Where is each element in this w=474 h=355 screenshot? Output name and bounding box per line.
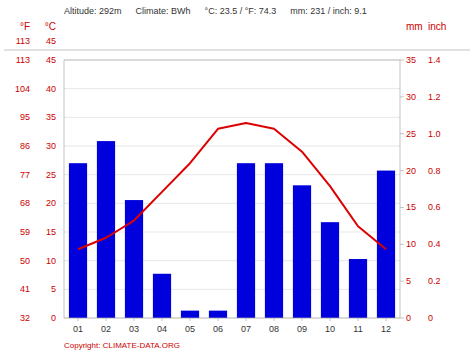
x-tick-label: 11 [353,324,362,334]
x-tick [358,318,359,321]
bar [209,311,227,318]
y2-tick-label: 15 [406,202,416,212]
y2-tick-label-alt: 0.6 [428,202,441,212]
x-tick [78,318,79,321]
y-tick-label: 5 [51,284,56,294]
y2-tick-label-alt: 1.4 [428,55,441,65]
x-tick-label: 07 [241,324,251,334]
y2-tick-label-alt: 0.4 [428,239,441,249]
x-tick-label: 12 [381,324,391,334]
x-tick-label: 01 [73,324,83,334]
header-info: Altitude: 292m [64,6,122,16]
y2-tick-label-alt: 0.2 [428,276,441,286]
axis-unit: °F [20,21,30,32]
y2-tick-label: 25 [406,129,416,139]
y2-tick-label-alt: 1.0 [428,129,441,139]
y2-tick-label: 0 [406,313,411,323]
bar [181,311,199,318]
y2-tick-label: 20 [406,166,416,176]
y-tick-label-alt: 32 [20,313,30,323]
axis-unit: mm [406,21,423,32]
bar [237,163,255,318]
header-value: 45 [46,36,56,46]
bar [321,222,339,318]
y-tick-label: 0 [51,313,56,323]
y-tick-label-alt: 113 [16,55,30,65]
bar [265,163,283,318]
header-value: 113 [16,36,30,46]
y2-tick-label: 10 [406,239,416,249]
y-tick-label-alt: 104 [15,84,30,94]
y2-tick [400,170,404,171]
x-tick [302,318,303,321]
x-tick-label: 10 [325,324,335,334]
bar [69,163,87,318]
source: Copyright: CLIMATE-DATA.ORG [64,341,180,350]
x-tick [246,318,247,321]
grid-line [64,117,400,118]
y2-tick-label: 35 [406,55,416,65]
y-tick-label-alt: 86 [20,141,30,151]
x-tick [218,318,219,321]
y2-tick [400,207,404,208]
y2-tick [400,318,404,319]
y2-tick-label: 30 [406,92,416,102]
y-tick-label-alt: 77 [20,170,30,180]
x-tick [106,318,107,321]
y-tick-label: 45 [46,55,56,65]
y-tick-label: 35 [46,112,56,122]
x-tick [190,318,191,321]
x-tick-label: 02 [101,324,111,334]
axis-unit: inch [428,21,446,32]
x-tick [330,318,331,321]
y-tick-label-alt: 41 [20,284,30,294]
y-tick-label-alt: 59 [20,227,30,237]
x-tick [134,318,135,321]
plot-marks [69,123,395,318]
header-info: mm: 231 / inch: 9.1 [290,6,367,16]
grid-line [64,88,400,89]
y2-tick [400,60,404,61]
y-tick-label: 20 [46,198,56,208]
y2-tick-label-alt: 1.2 [428,92,441,102]
x-tick [386,318,387,321]
y-tick-label-alt: 68 [20,198,30,208]
bar [349,259,367,318]
y-tick-label: 10 [46,256,56,266]
y-tick-label: 30 [46,141,56,151]
y2-tick-label: 5 [406,276,411,286]
x-tick-label: 08 [269,324,279,334]
y2-tick [400,244,404,245]
bar [153,274,171,318]
bar [97,141,115,318]
bar [293,185,311,318]
y-tick-label: 25 [46,170,56,180]
y2-tick-label-alt: 0 [428,313,433,323]
axis-unit: °C [45,21,56,32]
x-tick [274,318,275,321]
x-tick-label: 06 [213,324,223,334]
y2-tick [400,133,404,134]
y-tick-label-alt: 95 [20,112,30,122]
header-separator [4,50,470,51]
x-tick-label: 05 [185,324,195,334]
y2-tick [400,281,404,282]
line [78,123,386,249]
x-tick-label: 09 [297,324,307,334]
y-tick-label: 40 [46,84,56,94]
plot-frame [64,60,400,318]
y-tick-label-alt: 50 [20,256,30,266]
y2-tick-label-alt: 0.8 [428,166,441,176]
header-info: °C: 23.5 / °F: 74.3 [205,6,277,16]
x-tick [162,318,163,321]
x-tick-label: 04 [157,324,167,334]
y-tick-label: 15 [46,227,56,237]
header-info: Climate: BWh [136,6,191,16]
bar [125,200,143,318]
y2-tick [400,96,404,97]
x-tick-label: 03 [129,324,139,334]
